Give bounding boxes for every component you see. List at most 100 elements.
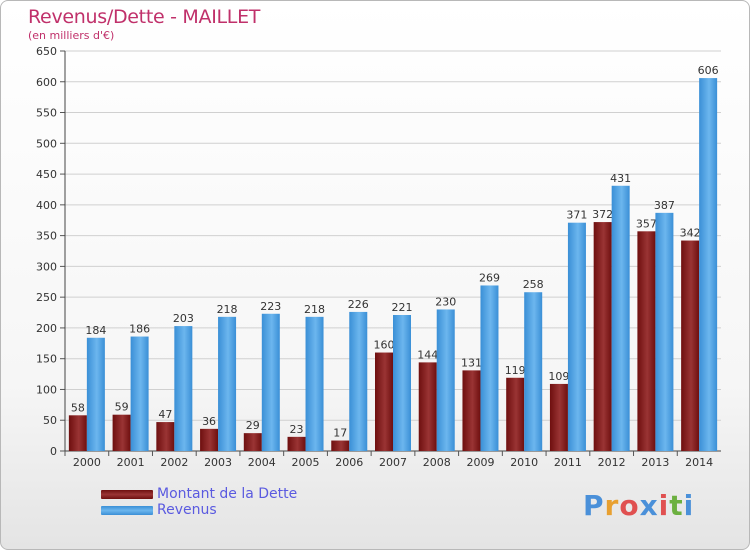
chart-subtitle: (en milliers d'€)	[28, 29, 115, 42]
bar-revenue	[349, 311, 368, 451]
value-label-revenue: 186	[129, 323, 150, 336]
value-label-debt: 58	[71, 401, 85, 414]
value-label-debt: 144	[417, 348, 438, 361]
bar-debt	[112, 414, 131, 451]
x-tick-label: 2009	[466, 456, 494, 469]
bar-revenue	[393, 315, 411, 451]
bar-revenue	[655, 212, 674, 451]
x-tick-label: 2008	[423, 456, 451, 469]
bar-debt	[287, 436, 306, 451]
y-tick-label: 250	[36, 291, 57, 304]
value-label-revenue: 226	[348, 298, 369, 311]
proxiti-logo: Proxiti	[583, 489, 694, 522]
x-tick-label: 2002	[160, 456, 188, 469]
x-tick-label: 2007	[379, 456, 407, 469]
value-label-revenue: 230	[435, 295, 456, 308]
x-tick-label: 2000	[73, 456, 101, 469]
x-tick-label: 2004	[248, 456, 276, 469]
bar-debt	[200, 428, 219, 451]
legend-swatch-revenue	[101, 506, 153, 515]
bar-revenue	[611, 185, 630, 451]
y-tick-label: 650	[36, 45, 57, 58]
bar-revenue	[86, 337, 105, 451]
bar-revenue	[436, 309, 455, 451]
logo-letter: i	[658, 489, 670, 522]
value-label-revenue: 606	[698, 64, 719, 77]
bar-revenue	[261, 313, 280, 451]
value-label-revenue: 258	[523, 278, 544, 291]
x-tick-label: 2005	[292, 456, 320, 469]
legend-label-revenue: Revenus	[157, 502, 217, 518]
bar-debt	[243, 433, 262, 451]
y-tick-label: 200	[36, 322, 57, 335]
y-tick-label: 600	[36, 76, 57, 89]
y-tick-label: 350	[36, 230, 57, 243]
logo-letter: r	[604, 489, 620, 522]
x-tick-label: 2006	[335, 456, 363, 469]
value-label-debt: 372	[592, 208, 613, 221]
x-tick-label: 2014	[685, 456, 713, 469]
x-tick-label: 2012	[598, 456, 626, 469]
legend-label-debt: Montant de la Dette	[157, 486, 298, 502]
bar-revenue	[699, 78, 718, 452]
bar-debt	[681, 240, 700, 451]
bar-debt	[68, 415, 87, 451]
bar-revenue	[218, 316, 237, 451]
value-label-debt: 17	[333, 427, 347, 440]
logo-letter: P	[583, 489, 605, 522]
value-label-revenue: 223	[260, 300, 281, 313]
bar-revenue	[305, 316, 324, 451]
bar-debt	[331, 440, 350, 451]
value-label-debt: 23	[290, 423, 304, 436]
x-tick-label: 2011	[554, 456, 582, 469]
value-label-debt: 357	[636, 217, 657, 230]
y-tick-label: 50	[43, 414, 57, 427]
value-label-revenue: 184	[85, 324, 106, 337]
bar-revenue	[174, 326, 193, 451]
bar-debt	[506, 377, 525, 451]
value-label-debt: 47	[158, 408, 172, 421]
value-label-debt: 119	[505, 364, 526, 377]
logo-letter: i	[683, 489, 695, 522]
x-tick-label: 2013	[641, 456, 669, 469]
value-label-revenue: 218	[304, 303, 325, 316]
value-label-revenue: 221	[392, 301, 413, 314]
y-tick-label: 550	[36, 107, 57, 120]
bar-debt	[418, 362, 437, 451]
logo-letter: o	[619, 489, 640, 522]
bar-revenue	[567, 222, 586, 451]
bar-debt	[593, 222, 612, 451]
logo-letter: x	[639, 489, 659, 522]
x-tick-label: 2001	[117, 456, 145, 469]
bar-debt	[156, 422, 175, 451]
value-label-revenue: 218	[217, 303, 238, 316]
y-tick-label: 100	[36, 383, 57, 396]
bar-debt	[549, 383, 568, 451]
value-label-debt: 29	[246, 419, 260, 432]
value-label-revenue: 431	[610, 172, 631, 185]
logo-letter: t	[669, 489, 684, 522]
value-label-debt: 342	[680, 227, 701, 240]
y-tick-label: 150	[36, 353, 57, 366]
bar-revenue	[130, 336, 149, 451]
value-label-revenue: 387	[654, 199, 675, 212]
value-label-revenue: 203	[173, 312, 194, 325]
y-tick-label: 300	[36, 260, 57, 273]
value-label-debt: 36	[202, 415, 216, 428]
value-label-debt: 131	[461, 356, 482, 369]
chart-title: Revenus/Dette - MAILLET	[28, 6, 261, 28]
bar-debt	[637, 231, 656, 451]
bar-revenue	[480, 285, 499, 451]
value-label-debt: 160	[374, 339, 395, 352]
value-label-revenue: 269	[479, 271, 500, 284]
y-tick-label: 0	[50, 445, 57, 458]
bar-debt	[462, 370, 481, 451]
x-tick-label: 2003	[204, 456, 232, 469]
value-label-debt: 109	[548, 370, 569, 383]
y-tick-label: 450	[36, 168, 57, 181]
x-tick-label: 2010	[510, 456, 538, 469]
legend-swatch-debt	[101, 490, 153, 499]
value-label-revenue: 371	[566, 209, 587, 222]
bar-chart: 0 50 100 150 200 250 300 350 400 450 500 550 600 650 2…	[36, 45, 721, 469]
